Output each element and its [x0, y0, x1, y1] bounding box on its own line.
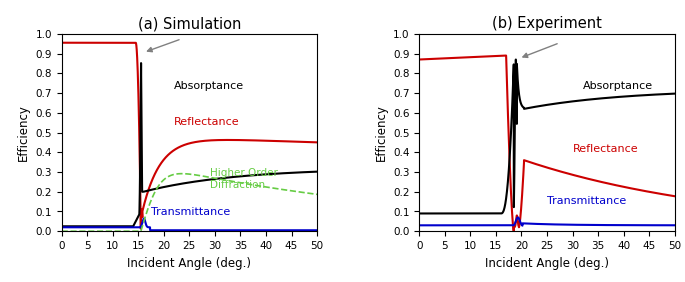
- Text: Higher Order
Diffraction: Higher Order Diffraction: [210, 168, 277, 190]
- Y-axis label: Efficiency: Efficiency: [17, 104, 30, 161]
- Text: Transmittance: Transmittance: [151, 208, 230, 217]
- Y-axis label: Efficiency: Efficiency: [375, 104, 388, 161]
- Text: Transmittance: Transmittance: [547, 196, 626, 206]
- Text: Reflectance: Reflectance: [174, 117, 240, 127]
- Text: Absorptance: Absorptance: [174, 81, 244, 91]
- Title: (b) Experiment: (b) Experiment: [492, 16, 602, 31]
- Text: Absorptance: Absorptance: [583, 81, 653, 91]
- X-axis label: Incident Angle (deg.): Incident Angle (deg.): [127, 257, 251, 270]
- X-axis label: Incident Angle (deg.): Incident Angle (deg.): [485, 257, 609, 270]
- Text: Reflectance: Reflectance: [573, 144, 638, 154]
- Title: (a) Simulation: (a) Simulation: [138, 16, 241, 31]
